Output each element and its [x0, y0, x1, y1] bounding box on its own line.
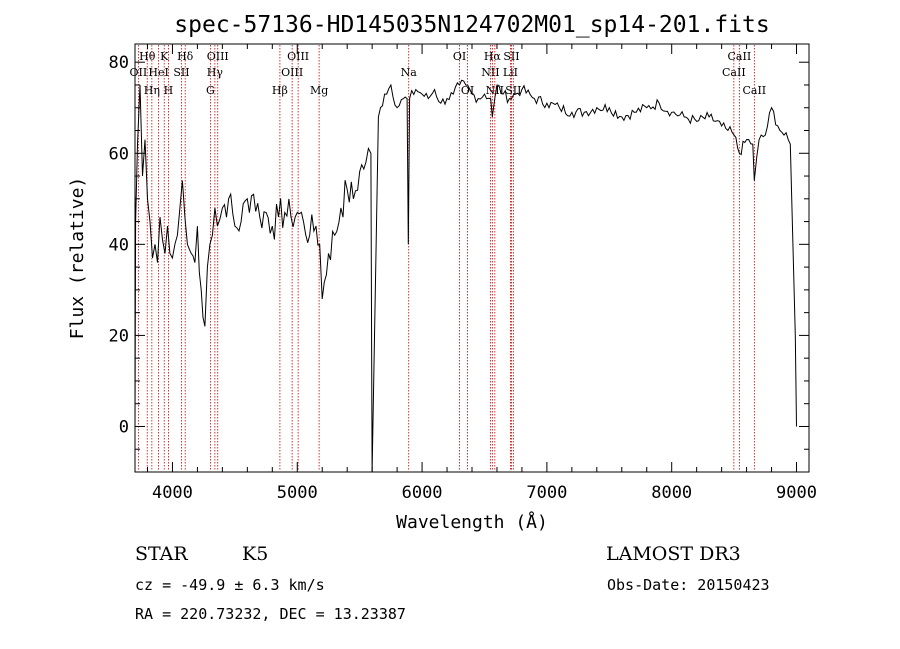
spectrum-line — [134, 79, 797, 473]
y-axis-ticks: 0 20 40 60 80 — [109, 53, 809, 450]
line-label-9: OIII — [207, 50, 229, 63]
plot-frame — [134, 43, 810, 473]
redshift-velocity: cz = -49.9 ± 6.3 km/s — [135, 576, 325, 594]
object-subclass: K5 — [242, 543, 268, 565]
line-label-13: OIII — [287, 50, 309, 63]
chart-title: spec-57136-HD145035N124702M01_sp14-201.f… — [174, 12, 769, 38]
line-label-16: OI — [453, 50, 466, 63]
line-label-18: NII — [481, 66, 499, 79]
x-axis-ticks: 4000 5000 6000 7000 8000 9000 — [146, 44, 817, 503]
x-axis-label: Wavelength (Å) — [396, 511, 548, 533]
y-tick-label-0: 0 — [119, 417, 129, 437]
observation-date: Obs-Date: 20150423 — [607, 576, 770, 594]
line-label-7: Hδ — [177, 50, 194, 63]
line-label-2: Hη — [144, 84, 160, 97]
object-class: STAR — [135, 543, 188, 565]
line-label-24: CaII — [722, 66, 746, 79]
line-label-17: OI — [461, 84, 474, 97]
line-label-5: H — [164, 84, 174, 97]
x-tick-label-1: 5000 — [277, 483, 318, 503]
y-tick-label-1: 20 — [109, 326, 129, 346]
line-label-26: CaII — [742, 84, 766, 97]
line-label-11: Hβ — [272, 84, 288, 97]
line-label-10: Hγ — [207, 66, 224, 79]
line-label-1: Hθ — [139, 50, 156, 63]
y-tick-label-2: 40 — [109, 235, 129, 255]
spectral-line-markers — [137, 45, 755, 471]
line-label-6: SII — [173, 66, 189, 79]
line-label-15: Na — [401, 66, 418, 79]
line-label-4: K — [160, 50, 169, 63]
x-tick-label-0: 4000 — [152, 483, 193, 503]
x-tick-label-3: 7000 — [526, 483, 567, 503]
y-tick-label-3: 60 — [109, 144, 129, 164]
x-tick-label-4: 8000 — [651, 483, 692, 503]
line-label-12: OIII — [281, 66, 303, 79]
x-tick-label-2: 6000 — [402, 483, 443, 503]
line-label-14: Mg — [310, 84, 328, 97]
line-label-19: Hα — [484, 50, 502, 63]
line-label-3: HeI — [148, 66, 168, 79]
line-label-22: LiI — [503, 66, 518, 79]
line-label-8: G — [206, 84, 215, 97]
line-label-21: SII — [503, 50, 519, 63]
y-axis-label: Flux (relative) — [67, 177, 88, 340]
line-label-25: CaII — [728, 50, 752, 63]
line-label-0: OII — [130, 66, 148, 79]
ra-dec: RA = 220.73232, DEC = 13.23387 — [135, 605, 406, 623]
spectral-line-labels: OII Hθ Hη HeI K H SII Hδ G OIII Hγ Hβ OIII OIII Mg Na OI… — [130, 50, 767, 97]
x-tick-label-5: 9000 — [776, 483, 817, 503]
y-tick-label-4: 80 — [109, 53, 129, 73]
survey-name: LAMOST DR3 — [606, 543, 741, 565]
